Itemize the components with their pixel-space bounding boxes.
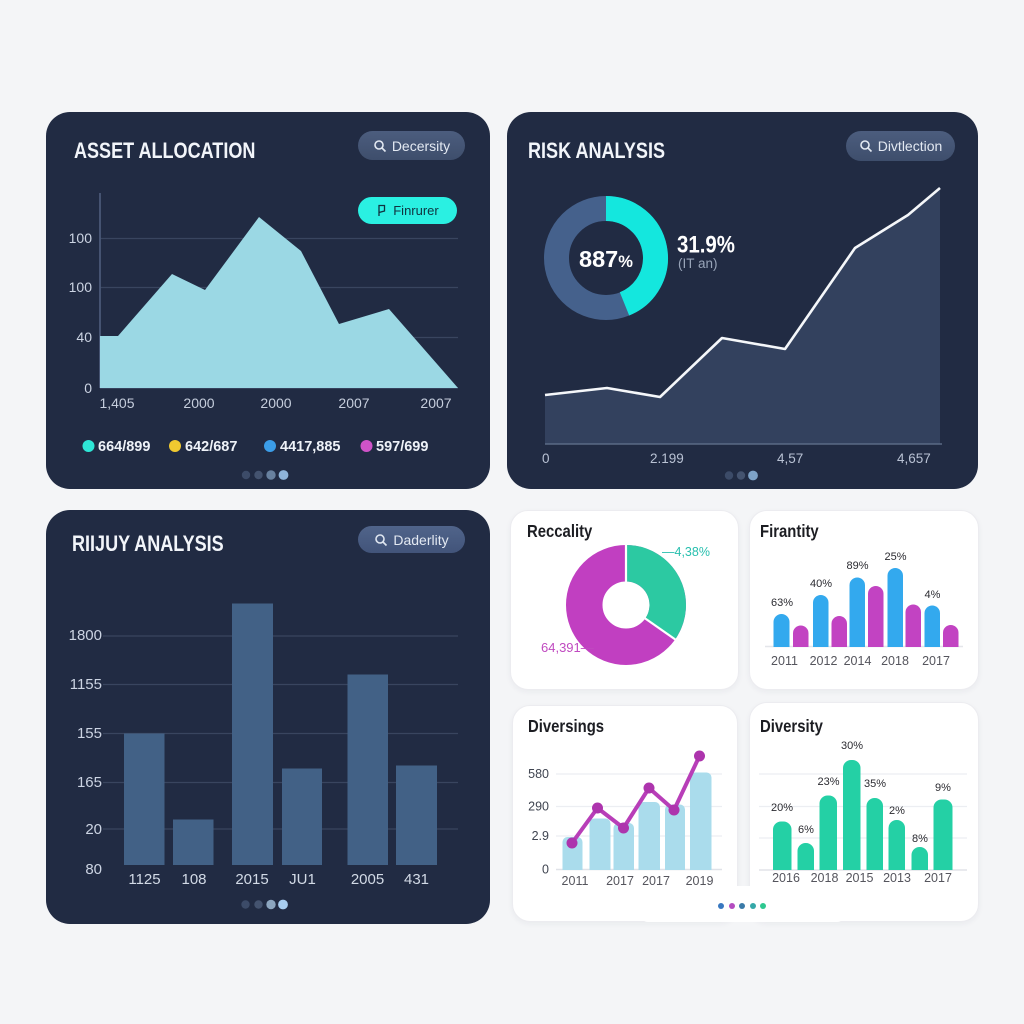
svg-text:2018: 2018 <box>811 871 839 885</box>
svg-text:0: 0 <box>542 451 550 466</box>
svg-text:1155: 1155 <box>70 676 102 693</box>
svg-text:2019: 2019 <box>686 874 714 888</box>
svg-text:0: 0 <box>542 863 549 877</box>
svg-text:664/899: 664/899 <box>98 439 150 455</box>
svg-text:597/699: 597/699 <box>376 439 428 455</box>
svg-text:40: 40 <box>76 329 92 345</box>
svg-text:2011: 2011 <box>771 654 798 668</box>
svg-text:1,405: 1,405 <box>99 395 134 411</box>
svg-text:2018: 2018 <box>881 654 909 668</box>
svg-text:4%: 4% <box>925 589 941 601</box>
svg-text:JU1: JU1 <box>289 871 316 888</box>
svg-text:2007: 2007 <box>338 395 369 411</box>
svg-text:6%: 6% <box>798 824 814 836</box>
svg-text:2.199: 2.199 <box>650 451 684 466</box>
svg-text:23%: 23% <box>817 776 839 788</box>
svg-text:9%: 9% <box>935 782 951 794</box>
svg-text:2017: 2017 <box>606 874 634 888</box>
svg-text:290: 290 <box>528 800 549 814</box>
svg-text:2000: 2000 <box>183 395 214 411</box>
svg-text:2016: 2016 <box>772 871 800 885</box>
svg-text:108: 108 <box>181 871 206 888</box>
svg-text:4417,885: 4417,885 <box>280 439 340 455</box>
svg-text:2005: 2005 <box>351 871 384 888</box>
svg-text:64,391—: 64,391— <box>541 640 594 655</box>
svg-text:2015: 2015 <box>235 871 268 888</box>
svg-text:2012: 2012 <box>810 654 838 668</box>
svg-text:89%: 89% <box>846 560 868 572</box>
svg-text:8%: 8% <box>912 833 928 845</box>
svg-text:100: 100 <box>69 230 93 246</box>
svg-text:100: 100 <box>69 279 93 295</box>
svg-text:1125: 1125 <box>128 871 160 888</box>
svg-text:2013: 2013 <box>883 871 911 885</box>
svg-text:20: 20 <box>85 821 102 838</box>
svg-text:642/687: 642/687 <box>185 439 237 455</box>
svg-text:63%: 63% <box>771 597 793 609</box>
svg-text:2011: 2011 <box>562 874 589 888</box>
svg-text:—4,38%: —4,38% <box>662 545 710 559</box>
svg-text:35%: 35% <box>864 778 886 790</box>
svg-text:2017: 2017 <box>924 871 952 885</box>
svg-text:2017: 2017 <box>922 654 950 668</box>
svg-text:0: 0 <box>84 380 92 396</box>
svg-text:2014: 2014 <box>844 654 872 668</box>
svg-text:165: 165 <box>77 774 102 791</box>
svg-text:2015: 2015 <box>846 871 874 885</box>
svg-text:4,57: 4,57 <box>777 451 803 466</box>
svg-text:2%: 2% <box>889 805 905 817</box>
svg-text:4,657: 4,657 <box>897 451 931 466</box>
svg-text:30%: 30% <box>841 740 863 752</box>
svg-text:2017: 2017 <box>642 874 670 888</box>
svg-text:1800: 1800 <box>69 627 102 644</box>
svg-text:580: 580 <box>528 767 549 781</box>
svg-text:431: 431 <box>404 871 429 888</box>
svg-text:25%: 25% <box>884 551 906 563</box>
svg-text:2000: 2000 <box>260 395 291 411</box>
svg-text:80: 80 <box>85 861 102 878</box>
svg-text:155: 155 <box>77 725 102 742</box>
svg-text:(IT an): (IT an) <box>678 256 718 271</box>
svg-text:20%: 20% <box>771 802 793 814</box>
svg-text:2007: 2007 <box>420 395 451 411</box>
svg-text:2.9: 2.9 <box>532 829 549 843</box>
svg-text:887%: 887% <box>579 246 633 272</box>
svg-text:31.9%: 31.9% <box>677 232 735 259</box>
svg-text:40%: 40% <box>810 578 832 590</box>
